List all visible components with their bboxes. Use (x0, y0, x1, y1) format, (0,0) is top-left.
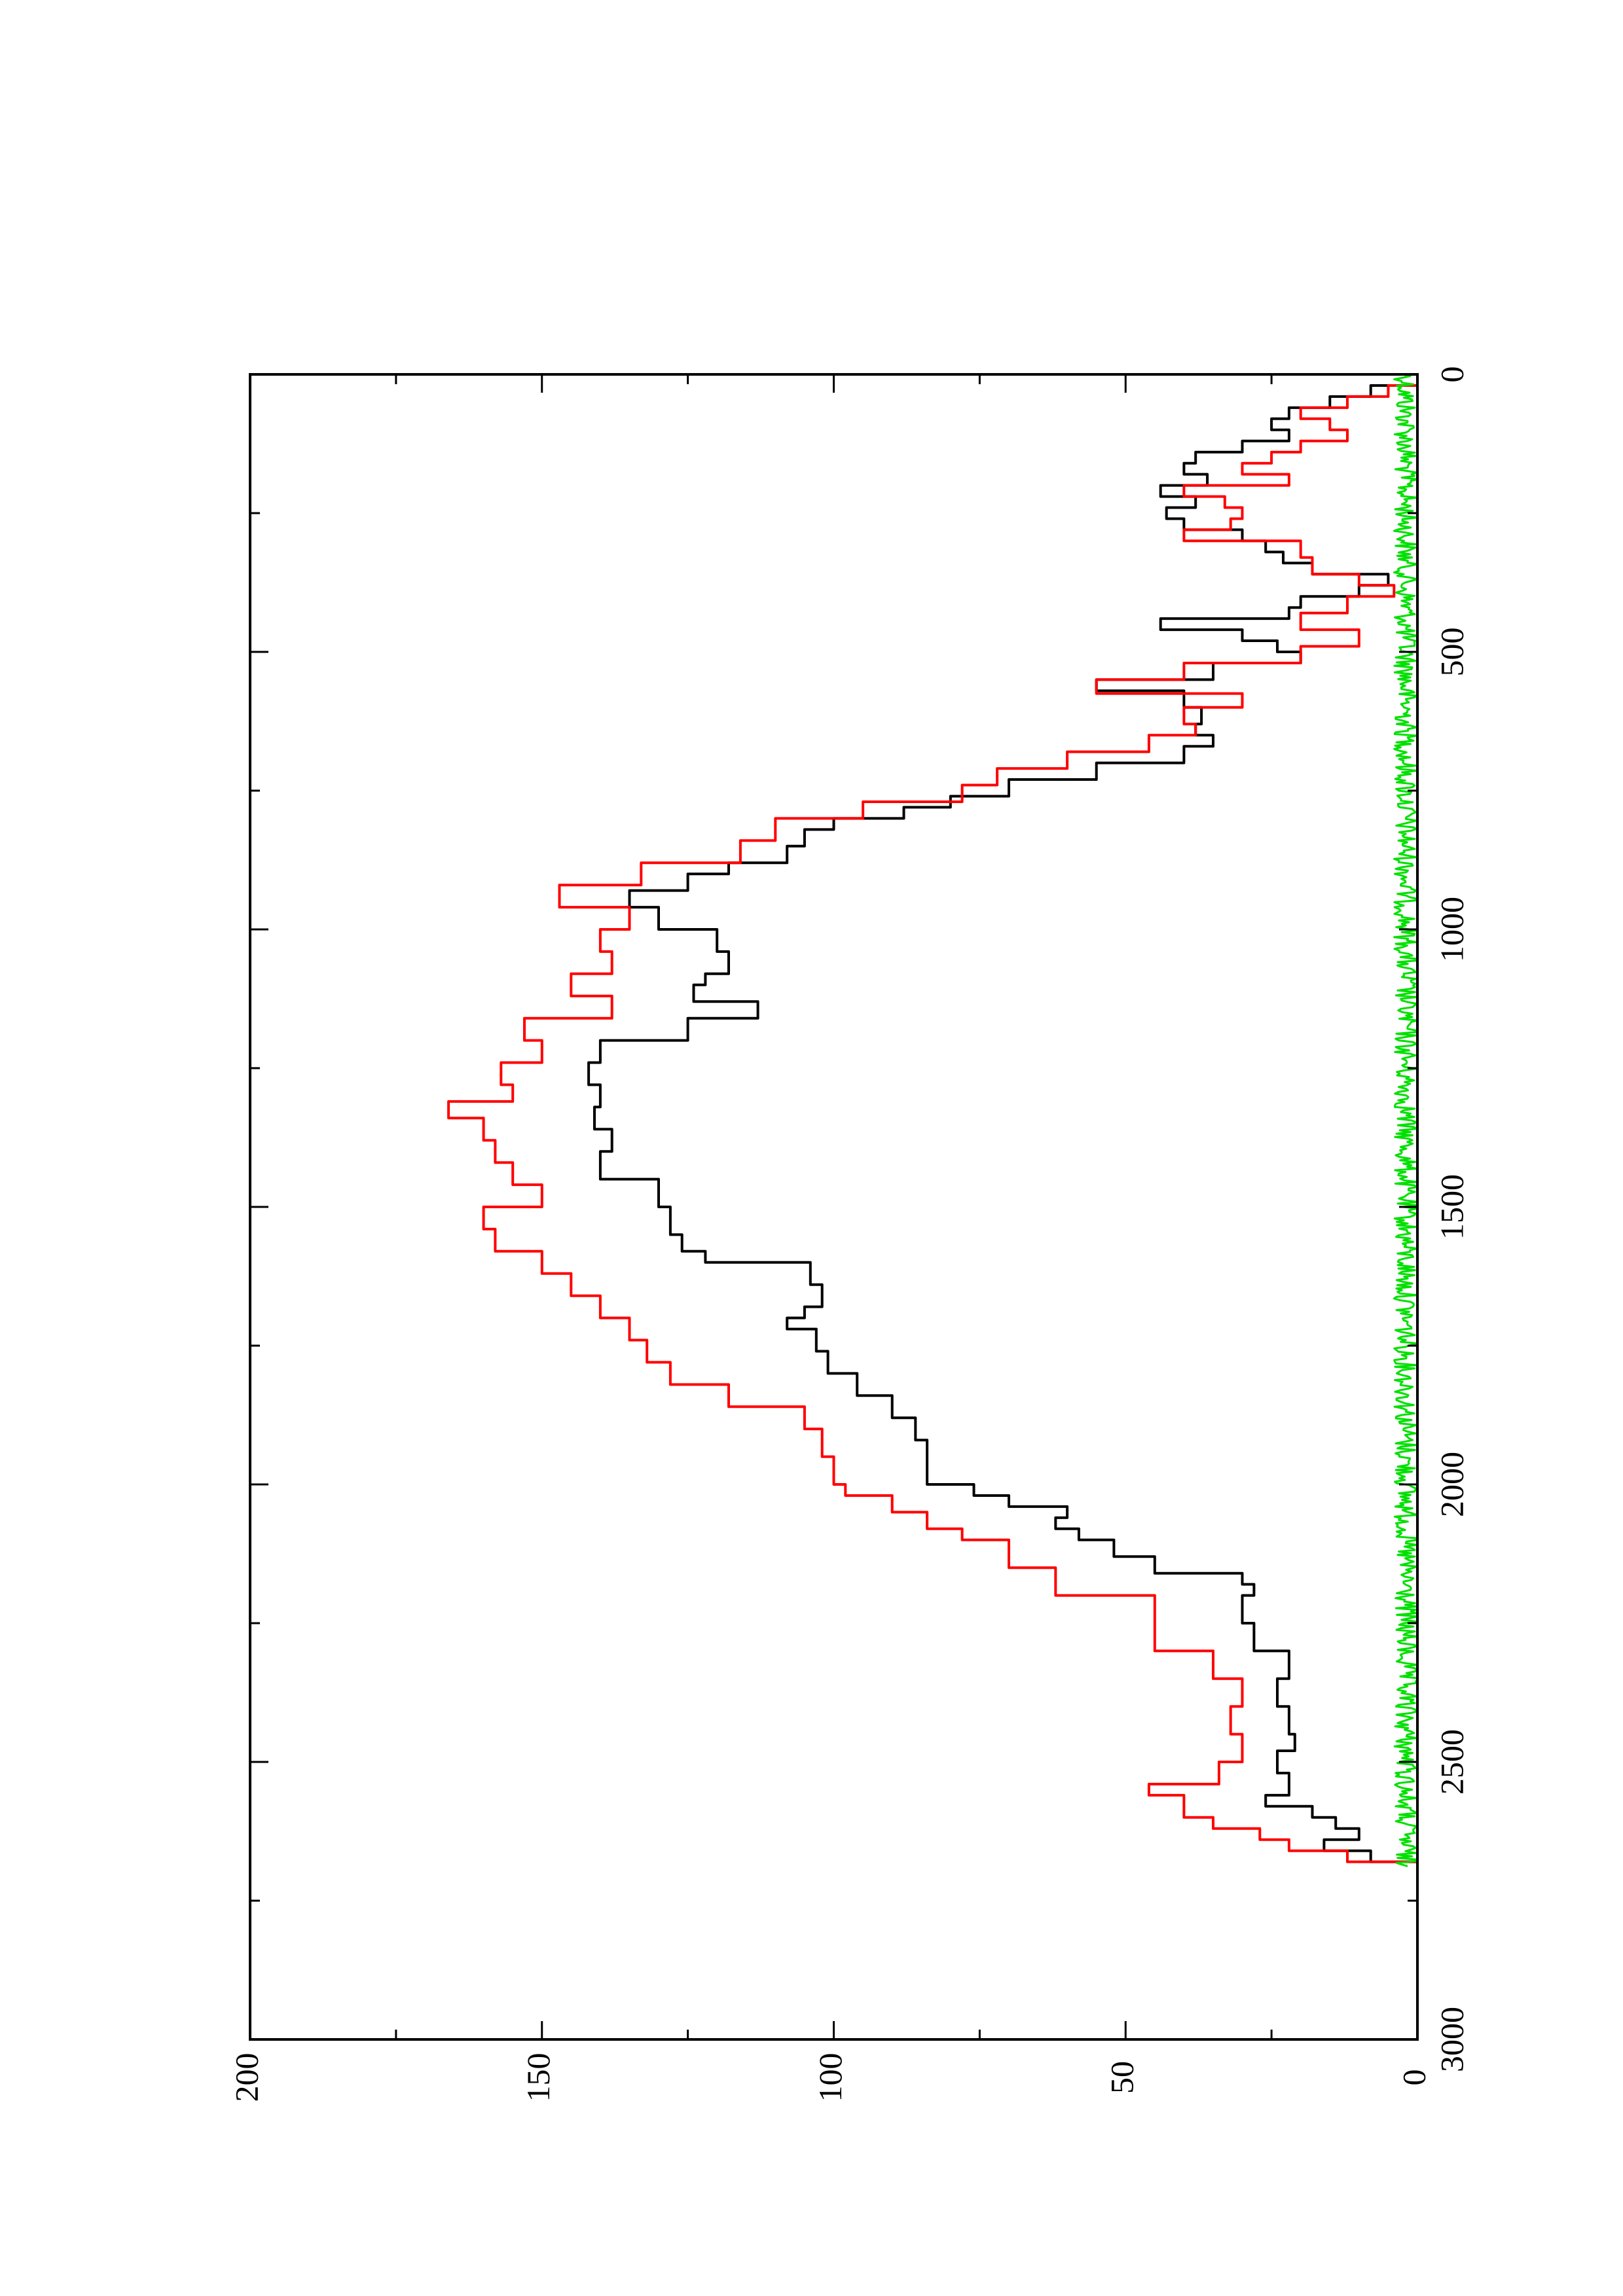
y-tick-label: 100 (812, 2053, 848, 2102)
series-line-2 (447, 374, 1419, 1863)
y-tick-label: 150 (520, 2053, 556, 2102)
plot-frame (249, 373, 1419, 2041)
plot-layer (447, 373, 1419, 1867)
series-line-1 (587, 374, 1419, 1863)
x-tick-label: 0 (1433, 367, 1470, 383)
x-tick-label: 2500 (1433, 1729, 1470, 1795)
x-tick-label: 2000 (1433, 1452, 1470, 1517)
series-line-3 (1393, 373, 1419, 1867)
y-tick-label: 0 (1395, 2070, 1432, 2086)
x-tick-label: 1000 (1433, 897, 1470, 962)
y-tick-label: 200 (228, 2053, 264, 2102)
y-tick-label: 50 (1104, 2061, 1140, 2094)
x-tick-label: 500 (1433, 628, 1470, 677)
x-tick-label: 1500 (1433, 1174, 1470, 1240)
x-tick-label: 3000 (1433, 2007, 1470, 2072)
